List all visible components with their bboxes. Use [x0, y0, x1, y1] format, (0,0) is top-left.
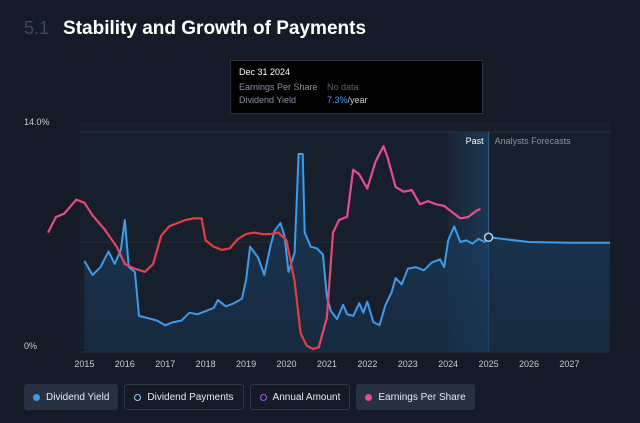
legend: Dividend Yield Dividend Payments Annual …	[24, 384, 475, 410]
x-tick-label: 2016	[115, 359, 135, 369]
x-tick-label: 2021	[317, 359, 337, 369]
legend-item-annual-amount[interactable]: Annual Amount	[249, 384, 351, 410]
x-tick-label: 2015	[74, 359, 94, 369]
dividend-yield-line	[83, 153, 610, 327]
x-tick-label: 2019	[236, 359, 256, 369]
tooltip-yield-label: Dividend Yield	[239, 95, 297, 105]
x-tick-label: 2017	[155, 359, 175, 369]
tooltip-yield-row: Dividend Yield 7.3%/year	[239, 94, 474, 107]
legend-label-dividend-payments: Dividend Payments	[147, 391, 234, 403]
x-tick-label: 2026	[519, 359, 539, 369]
past-label: Past	[466, 136, 485, 146]
highlight-point-marker	[483, 232, 494, 243]
tooltip-eps-value: No data	[327, 82, 359, 92]
legend-item-dividend-yield[interactable]: Dividend Yield	[24, 384, 119, 410]
section-title: Stability and Growth of Payments	[63, 18, 367, 39]
dividend-yield-area	[84, 154, 610, 352]
legend-label-annual-amount: Annual Amount	[272, 391, 341, 403]
dividend-yield-dot-icon	[33, 393, 40, 401]
x-tick-label: 2018	[196, 359, 216, 369]
x-tick-label: 2027	[559, 359, 579, 369]
tooltip-yield-unit: /year	[347, 95, 368, 105]
tooltip-eps-label: Earnings Per Share	[239, 82, 318, 92]
y-tick-label-top: 14.0%	[24, 117, 50, 127]
dividend-payments-ring-icon	[134, 393, 142, 401]
section-header: 5.1 Stability and Growth of Payments	[24, 18, 366, 40]
x-tick-label: 2020	[276, 359, 296, 369]
legend-label-earnings-per-share: Earnings Per Share	[378, 391, 466, 403]
earnings-per-share-line	[47, 145, 481, 350]
tooltip-eps-row: Earnings Per Share No data	[239, 81, 474, 94]
x-tick-label: 2024	[438, 359, 458, 369]
tooltip-yield-value: 7.3%	[327, 95, 348, 105]
legend-label-dividend-yield: Dividend Yield	[46, 391, 110, 403]
tooltip: Dec 31 2024 Earnings Per Share No data D…	[230, 60, 483, 114]
forecast-label: Analysts Forecasts	[495, 136, 572, 146]
tooltip-date: Dec 31 2024	[239, 67, 291, 77]
y-tick-label-bottom: 0%	[24, 341, 37, 351]
x-tick-label: 2025	[479, 359, 499, 369]
section-number: 5.1	[24, 18, 50, 38]
x-tick-label: 2023	[398, 359, 418, 369]
annual-amount-ring-icon	[259, 393, 267, 401]
legend-item-earnings-per-share[interactable]: Earnings Per Share	[356, 384, 475, 410]
earnings-per-share-dot-icon	[365, 393, 373, 401]
x-tick-label: 2022	[357, 359, 377, 369]
legend-item-dividend-payments[interactable]: Dividend Payments	[124, 384, 244, 410]
